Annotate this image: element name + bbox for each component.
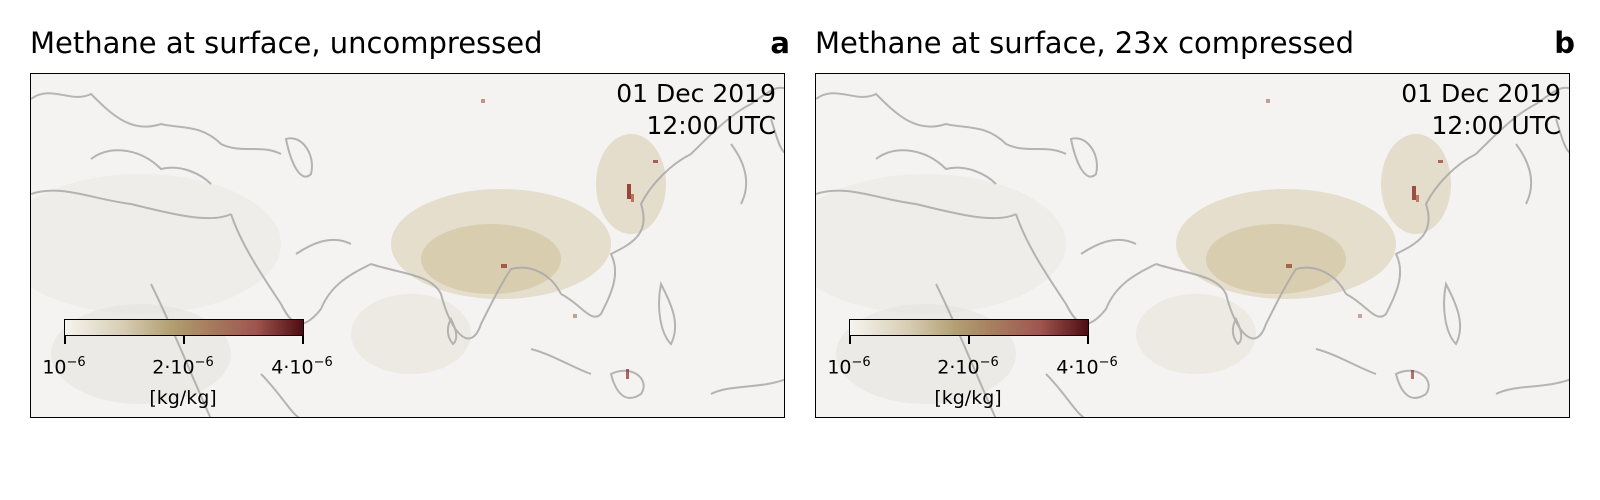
colorbar — [849, 319, 1089, 336]
panel-letter: a — [770, 26, 790, 60]
colorbar-tick — [968, 336, 970, 344]
colorbar-tick — [183, 336, 185, 344]
map-frame: 01 Dec 2019 12:00 UTC 10−6 2·10−6 4·10−6… — [30, 73, 785, 418]
panel-a: Methane at surface, uncompressed a — [30, 0, 790, 430]
timestamp: 01 Dec 2019 12:00 UTC — [1401, 78, 1561, 142]
panel-title: Methane at surface, uncompressed — [30, 26, 543, 60]
panel-b: Methane at surface, 23x compressed b — [815, 0, 1575, 430]
map-frame: 01 Dec 2019 12:00 UTC 10−6 2·10−6 4·10−6… — [815, 73, 1570, 418]
colorbar-unit: [kg/kg] — [149, 387, 217, 409]
colorbar-tick-label: 4·10−6 — [1056, 355, 1118, 379]
methane-map — [31, 74, 784, 417]
colorbar-tick — [64, 336, 66, 344]
colorbar-tick-label: 10−6 — [42, 355, 86, 379]
colorbar-tick-label: 2·10−6 — [152, 355, 214, 379]
colorbar-unit: [kg/kg] — [934, 387, 1002, 409]
date-label: 01 Dec 2019 — [616, 79, 776, 108]
colorbar-tick — [302, 336, 304, 344]
colorbar — [64, 319, 304, 336]
colorbar-tick — [1087, 336, 1089, 344]
timestamp: 01 Dec 2019 12:00 UTC — [616, 78, 776, 142]
time-label: 12:00 UTC — [646, 111, 776, 140]
colorbar-tick-label: 10−6 — [827, 355, 871, 379]
panel-letter: b — [1554, 26, 1575, 60]
time-label: 12:00 UTC — [1431, 111, 1561, 140]
panel-title: Methane at surface, 23x compressed — [815, 26, 1355, 60]
date-label: 01 Dec 2019 — [1401, 79, 1561, 108]
colorbar-tick-label: 2·10−6 — [937, 355, 999, 379]
colorbar-tick-label: 4·10−6 — [271, 355, 333, 379]
colorbar-tick — [849, 336, 851, 344]
